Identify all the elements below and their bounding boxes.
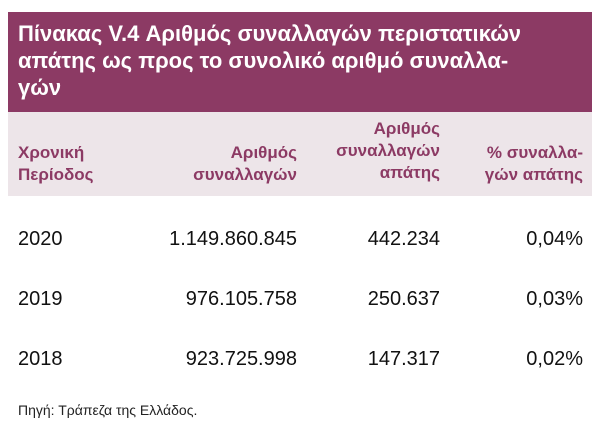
table-cell: 0,02% <box>526 348 583 370</box>
table-row: 2020 1.149.860.845 442.234 0,04% <box>8 208 592 268</box>
header-line: Χρονική <box>18 143 85 162</box>
table-cell: 2019 <box>18 288 63 310</box>
table-row: 2018 923.725.998 147.317 0,02% <box>8 328 592 388</box>
title-line: Πίνακας V.4 Αριθμός συναλλαγών περιστατι… <box>18 21 522 46</box>
table-cell: 0,03% <box>526 288 583 310</box>
header-cell: Αριθμός συναλλαγών απάτης <box>336 118 440 184</box>
table-title: Πίνακας V.4 Αριθμός συναλλαγών περιστατι… <box>8 12 592 112</box>
header-cell: Αριθμός συναλλαγών <box>193 142 297 186</box>
table-cell: 147.317 <box>367 348 440 370</box>
table-cell: 976.105.758 <box>185 288 297 310</box>
header-line: συναλλαγών <box>193 165 297 184</box>
title-line: γών <box>18 75 62 100</box>
table-cell: 0,04% <box>526 228 583 250</box>
table-cell: 2020 <box>18 228 63 250</box>
header-line: απάτης <box>379 163 440 182</box>
header-line: % συναλλα- <box>486 143 583 162</box>
table-cell: 2018 <box>18 348 63 370</box>
table-cell: 250.637 <box>367 288 440 310</box>
table-header: Χρονική Περίοδος Αριθμός συναλλαγών Αριθμός σ… <box>8 112 592 196</box>
table-cell: 1.149.860.845 <box>169 228 297 250</box>
header-cell: Χρονική Περίοδος <box>18 142 94 186</box>
table-cell: 442.234 <box>367 228 440 250</box>
table-cell: 923.725.998 <box>185 348 297 370</box>
header-line: συναλλαγών <box>336 141 440 160</box>
title-line: απάτης ως προς το συνολικό αριθμό συναλλ… <box>18 48 509 73</box>
table-row: 2019 976.105.758 250.637 0,03% <box>8 268 592 328</box>
source-note: Πηγή: Τράπεζα της Ελλάδος. <box>18 402 198 418</box>
header-cell: % συναλλα-γών απάτης <box>485 142 583 186</box>
header-line: Αριθμός <box>373 119 440 138</box>
header-line: Περίοδος <box>18 165 94 184</box>
header-line: Αριθμός <box>230 143 297 162</box>
header-line: γών απάτης <box>484 165 583 184</box>
